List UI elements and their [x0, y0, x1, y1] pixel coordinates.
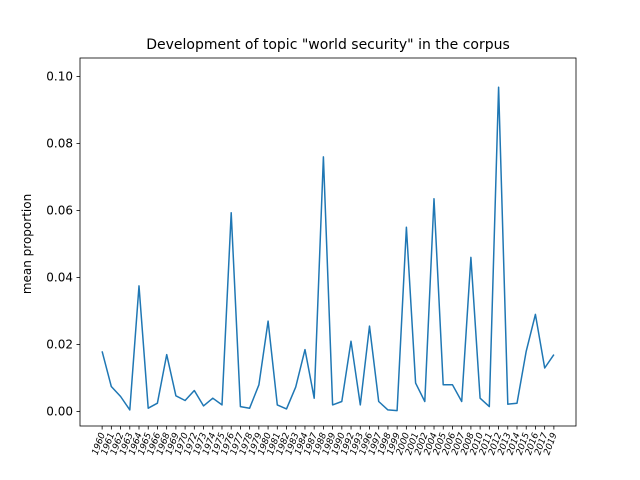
- y-tick-label: 0.10: [46, 69, 73, 83]
- y-axis-label: mean proportion: [20, 194, 34, 294]
- y-tick-label: 0.04: [46, 271, 73, 285]
- y-tick-label: 0.08: [46, 136, 73, 150]
- plot-frame: [79, 57, 577, 427]
- chart-title: Development of topic "world security" in…: [146, 37, 510, 53]
- data-line: [101, 86, 555, 412]
- y-tick-label: 0.00: [46, 405, 73, 419]
- y-tick-label: 0.06: [46, 203, 73, 217]
- y-tick-label: 0.02: [46, 338, 73, 352]
